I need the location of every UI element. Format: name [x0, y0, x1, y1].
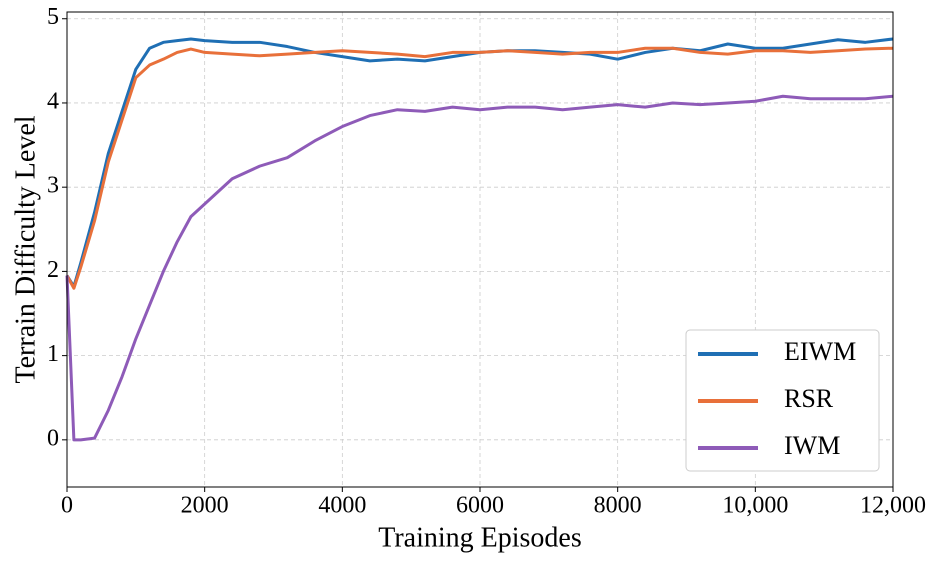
y-tick-label: 5	[47, 4, 59, 30]
series-line	[65, 37, 894, 289]
y-tick-label: 3	[47, 173, 59, 199]
x-tick-label: 0	[61, 493, 73, 519]
legend-label: RSR	[784, 384, 834, 413]
x-tick-label: 12,000	[860, 493, 926, 519]
legend-box	[685, 329, 880, 472]
x-tick-label: 4000	[318, 493, 366, 519]
y-tick-label: 4	[47, 88, 59, 114]
y-tick-label: 1	[47, 341, 59, 367]
x-tick-label: 8000	[594, 493, 642, 519]
legend-label: EIWM	[784, 337, 856, 366]
x-tick-label: 6000	[456, 493, 504, 519]
y-tick-label: 0	[47, 425, 59, 451]
y-axis-label: Terrain Difficulty Level	[10, 115, 41, 383]
x-axis-label: Training Episodes	[378, 522, 582, 553]
plot-frame	[66, 11, 894, 488]
x-tick-label: 10,000	[722, 493, 788, 519]
x-tick-label: 2000	[181, 493, 229, 519]
y-tick-label: 2	[47, 257, 59, 283]
series-line	[65, 94, 894, 442]
legend-label: IWM	[784, 431, 840, 460]
series-line	[65, 46, 894, 290]
